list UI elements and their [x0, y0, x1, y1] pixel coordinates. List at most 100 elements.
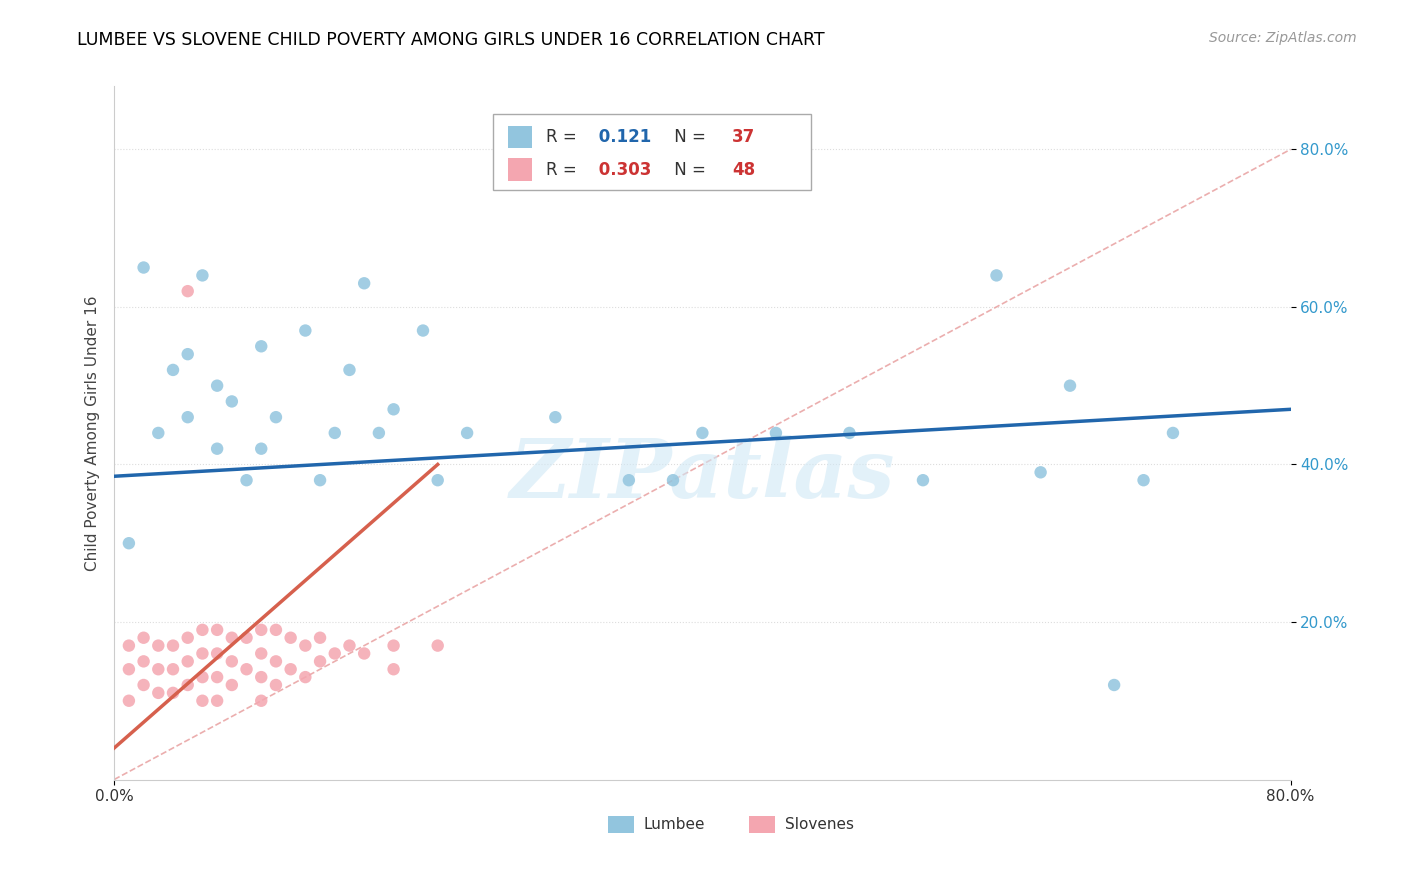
Point — [132, 678, 155, 692]
Text: 37: 37 — [731, 128, 755, 146]
Point — [235, 662, 257, 676]
Point — [250, 623, 273, 637]
Point — [162, 363, 184, 377]
Point — [339, 639, 361, 653]
Text: N =: N = — [669, 128, 711, 146]
Point — [250, 647, 273, 661]
Point — [456, 425, 478, 440]
Point — [177, 654, 200, 668]
Point — [617, 473, 640, 487]
Point — [205, 378, 228, 392]
Bar — [749, 815, 775, 833]
Point — [205, 694, 228, 708]
Point — [118, 639, 141, 653]
Text: Lumbee: Lumbee — [644, 817, 704, 832]
Point — [911, 473, 934, 487]
Point — [426, 473, 449, 487]
Point — [235, 473, 257, 487]
Point — [118, 662, 141, 676]
Point — [309, 473, 332, 487]
Point — [221, 394, 243, 409]
Point — [353, 277, 375, 291]
Point — [294, 670, 316, 684]
Point — [986, 268, 1008, 283]
Point — [765, 425, 787, 440]
Point — [148, 662, 170, 676]
Point — [309, 631, 332, 645]
Point — [280, 631, 302, 645]
Point — [264, 654, 287, 668]
Point — [294, 639, 316, 653]
Point — [221, 631, 243, 645]
Text: R =: R = — [546, 128, 582, 146]
Point — [132, 654, 155, 668]
Text: 0.303: 0.303 — [593, 161, 651, 178]
Point — [1029, 466, 1052, 480]
Point — [221, 678, 243, 692]
Text: 48: 48 — [731, 161, 755, 178]
Point — [323, 647, 346, 661]
Point — [382, 402, 405, 417]
Point — [264, 623, 287, 637]
Point — [250, 694, 273, 708]
Point — [382, 639, 405, 653]
Text: Source: ZipAtlas.com: Source: ZipAtlas.com — [1209, 31, 1357, 45]
Point — [148, 639, 170, 653]
Point — [177, 410, 200, 425]
Point — [177, 631, 200, 645]
Point — [1132, 473, 1154, 487]
Point — [205, 670, 228, 684]
Point — [148, 425, 170, 440]
Point — [235, 631, 257, 645]
Point — [544, 410, 567, 425]
Point — [177, 284, 200, 298]
Point — [191, 694, 214, 708]
Point — [118, 536, 141, 550]
Point — [148, 686, 170, 700]
Y-axis label: Child Poverty Among Girls Under 16: Child Poverty Among Girls Under 16 — [86, 295, 100, 571]
Point — [309, 654, 332, 668]
Point — [294, 324, 316, 338]
Point — [162, 686, 184, 700]
Point — [221, 654, 243, 668]
Text: N =: N = — [669, 161, 711, 178]
Point — [1059, 378, 1081, 392]
Bar — [509, 159, 531, 180]
Text: 0.121: 0.121 — [593, 128, 651, 146]
Point — [191, 670, 214, 684]
Point — [177, 347, 200, 361]
Point — [205, 623, 228, 637]
Point — [1102, 678, 1125, 692]
Point — [280, 662, 302, 676]
Point — [205, 442, 228, 456]
Text: LUMBEE VS SLOVENE CHILD POVERTY AMONG GIRLS UNDER 16 CORRELATION CHART: LUMBEE VS SLOVENE CHILD POVERTY AMONG GI… — [77, 31, 825, 49]
Point — [264, 678, 287, 692]
Point — [118, 694, 141, 708]
Point — [353, 647, 375, 661]
Point — [191, 647, 214, 661]
Text: ZIPatlas: ZIPatlas — [509, 434, 896, 515]
Point — [838, 425, 860, 440]
Bar — [509, 126, 531, 148]
Point — [250, 670, 273, 684]
Point — [662, 473, 685, 487]
Point — [205, 647, 228, 661]
Point — [250, 442, 273, 456]
Point — [382, 662, 405, 676]
Text: R =: R = — [546, 161, 582, 178]
Point — [162, 639, 184, 653]
Point — [339, 363, 361, 377]
Point — [426, 639, 449, 653]
Point — [692, 425, 714, 440]
Point — [132, 260, 155, 275]
Text: Slovenes: Slovenes — [785, 817, 853, 832]
FancyBboxPatch shape — [494, 114, 811, 190]
Point — [177, 678, 200, 692]
Bar — [609, 815, 634, 833]
Point — [1161, 425, 1184, 440]
Point — [191, 623, 214, 637]
Point — [191, 268, 214, 283]
Point — [132, 631, 155, 645]
Point — [367, 425, 389, 440]
Point — [264, 410, 287, 425]
